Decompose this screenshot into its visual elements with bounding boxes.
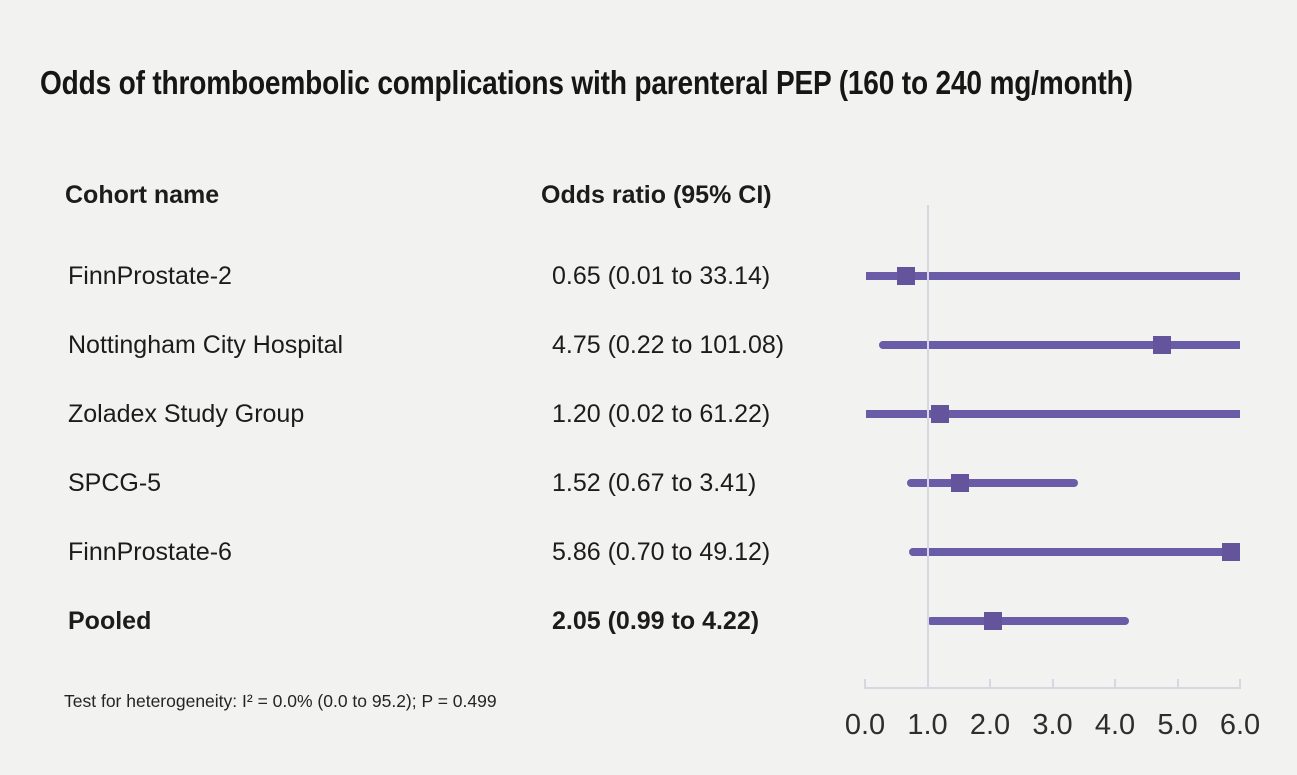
cohort-label: SPCG-5: [68, 469, 162, 497]
or-marker: [896, 267, 915, 285]
axis-tick: [864, 679, 866, 687]
ci-line: [926, 617, 1129, 625]
or-marker: [984, 612, 1003, 630]
axis-tick-label: 5.0: [1157, 709, 1198, 741]
reference-line: [926, 205, 929, 689]
cohort-label: Pooled: [68, 607, 152, 635]
or-ci-value: 5.86 (0.70 to 49.12): [552, 538, 771, 566]
or-ci-value: 1.20 (0.02 to 61.22): [552, 400, 771, 428]
axis-tick: [1114, 679, 1116, 687]
axis-tick-label: 1.0: [907, 709, 948, 741]
cohort-label: Zoladex Study Group: [68, 400, 305, 428]
axis-tick: [1051, 679, 1054, 687]
ci-line: [908, 548, 1240, 556]
cohort-label: FinnProstate-2: [68, 262, 232, 290]
ci-line: [866, 410, 1240, 418]
axis-tick: [1239, 679, 1241, 687]
column-header-odds-ratio: Odds ratio (95% CI): [541, 181, 772, 209]
cohort-label: Nottingham City Hospital: [68, 331, 344, 359]
or-ci-value: 1.52 (0.67 to 3.41): [552, 469, 757, 497]
axis-baseline: [864, 687, 1241, 689]
axis-tick-label: 0.0: [844, 709, 886, 741]
or-marker: [931, 405, 949, 423]
heterogeneity-footnote: Test for heterogeneity: I² = 0.0% (0.0 t…: [64, 691, 497, 711]
column-header-cohort-name: Cohort name: [65, 181, 220, 209]
axis-tick-label: 6.0: [1219, 709, 1261, 741]
axis-tick: [926, 679, 929, 687]
or-ci-value: 4.75 (0.22 to 101.08): [552, 331, 785, 359]
or-marker: [1152, 336, 1171, 354]
ci-line: [906, 479, 1079, 487]
axis-tick-label: 2.0: [969, 709, 1011, 741]
or-marker: [951, 474, 969, 492]
axis-tick-label: 3.0: [1032, 709, 1073, 741]
axis-tick: [989, 679, 991, 687]
or-ci-value: 0.65 (0.01 to 33.14): [552, 262, 771, 290]
axis-tick-label: 4.0: [1094, 709, 1136, 741]
ci-line: [878, 341, 1240, 349]
ci-line: [865, 272, 1240, 280]
chart-title: Odds of thromboembolic complications wit…: [40, 64, 1133, 101]
cohort-label: FinnProstate-6: [68, 538, 232, 566]
axis-tick: [1176, 679, 1179, 687]
or-ci-value: 2.05 (0.99 to 4.22): [552, 607, 760, 635]
or-marker: [1222, 543, 1241, 561]
